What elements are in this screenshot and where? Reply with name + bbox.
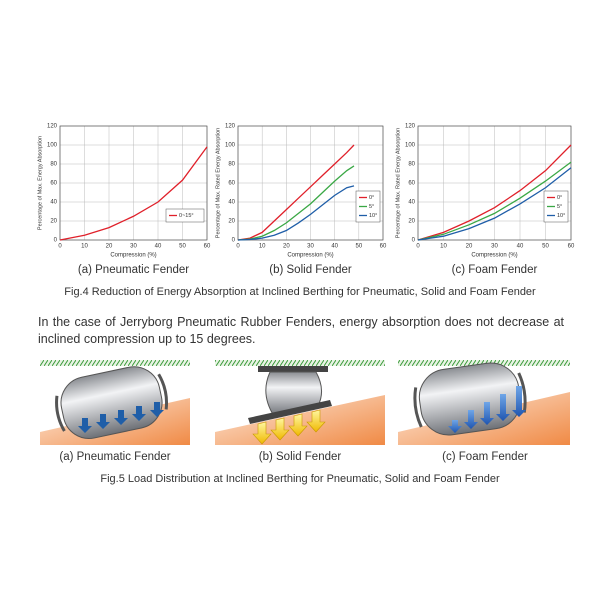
y-axis-label: Percentage of Max. Rated Energy Absorpti…	[215, 128, 221, 238]
legend-label: 0~15°	[179, 213, 194, 219]
y-tick-label: 40	[228, 200, 235, 206]
y-tick-label: 60	[408, 181, 415, 187]
x-tick-label: 30	[307, 244, 314, 250]
legend-label: 0°	[557, 195, 562, 201]
x-tick-label: 40	[517, 244, 524, 250]
legend-box	[165, 208, 205, 223]
x-tick-label: 60	[380, 244, 387, 250]
legend-label: 5°	[369, 204, 374, 210]
x-axis-label: Compression (%)	[110, 253, 156, 259]
y-tick-label: 0	[232, 238, 236, 244]
legend-label: 10°	[369, 213, 377, 219]
y-tick-label: 20	[50, 219, 57, 225]
y-axis-label: Percentage of Max. Energy Absorption	[37, 136, 43, 230]
x-tick-label: 30	[130, 244, 137, 250]
fig4-caption: Fig.4 Reduction of Energy Absorption at …	[64, 286, 536, 298]
y-tick-label: 100	[47, 143, 58, 149]
data-line	[417, 144, 572, 241]
data-line	[59, 146, 208, 241]
y-tick-label: 100	[405, 143, 416, 149]
x-tick-label: 20	[283, 244, 290, 250]
y-tick-label: 60	[228, 181, 235, 187]
y-tick-label: 40	[50, 200, 57, 206]
y-tick-label: 40	[408, 200, 415, 206]
x-tick-label: 50	[355, 244, 362, 250]
plot-frame	[59, 125, 208, 241]
y-tick-label: 80	[228, 162, 235, 168]
data-line	[237, 144, 355, 241]
y-tick-label: 20	[228, 219, 235, 225]
x-tick-label: 0	[236, 244, 240, 250]
x-tick-label: 10	[81, 244, 88, 250]
x-tick-label: 30	[491, 244, 498, 250]
x-tick-label: 0	[58, 244, 62, 250]
x-tick-label: 50	[542, 244, 549, 250]
x-tick-label: 10	[440, 244, 447, 250]
panel-caption: (b) Solid Fender	[258, 451, 342, 463]
x-axis-label: Compression (%)	[471, 253, 517, 259]
solid-illustration	[215, 360, 385, 445]
x-tick-label: 0	[416, 244, 420, 250]
body-paragraph: In the case of Jerryborg Pneumatic Rubbe…	[38, 315, 564, 346]
y-tick-label: 120	[225, 124, 236, 130]
chart-title: (c) Foam Fender	[452, 264, 538, 276]
y-tick-label: 0	[412, 238, 416, 244]
plot-frame	[237, 125, 384, 241]
legend-label: 10°	[557, 213, 565, 219]
chart-title: (a) Pneumatic Fender	[78, 264, 189, 276]
y-tick-label: 80	[50, 162, 57, 168]
x-tick-label: 10	[259, 244, 266, 250]
plot-frame	[417, 125, 572, 241]
x-tick-label: 60	[568, 244, 575, 250]
y-tick-label: 100	[225, 143, 236, 149]
panel-caption: (c) Foam Fender	[442, 451, 528, 463]
x-tick-label: 60	[204, 244, 211, 250]
panel-caption: (a) Pneumatic Fender	[59, 451, 171, 463]
y-axis-label: Percentage of Max. Rated Energy Absorpti…	[395, 128, 401, 238]
x-axis-label: Compression (%)	[287, 253, 333, 259]
pneumatic-illustration	[40, 360, 190, 445]
data-line	[417, 161, 572, 241]
y-tick-label: 60	[50, 181, 57, 187]
legend-label: 5°	[557, 204, 562, 210]
data-line	[237, 165, 355, 241]
x-tick-label: 20	[106, 244, 113, 250]
x-tick-label: 40	[331, 244, 338, 250]
y-tick-label: 120	[47, 124, 58, 130]
y-tick-label: 120	[405, 124, 416, 130]
fig5-caption: Fig.5 Load Distribution at Inclined Bert…	[100, 473, 500, 485]
x-tick-label: 50	[179, 244, 186, 250]
chart-title: (b) Solid Fender	[269, 264, 352, 276]
foam-illustration	[398, 360, 570, 445]
y-tick-label: 80	[408, 162, 415, 168]
data-line	[417, 167, 572, 241]
x-tick-label: 40	[155, 244, 162, 250]
data-line	[237, 185, 355, 241]
y-tick-label: 0	[54, 238, 58, 244]
x-tick-label: 20	[466, 244, 473, 250]
legend-label: 0°	[369, 195, 374, 201]
y-tick-label: 20	[408, 219, 415, 225]
